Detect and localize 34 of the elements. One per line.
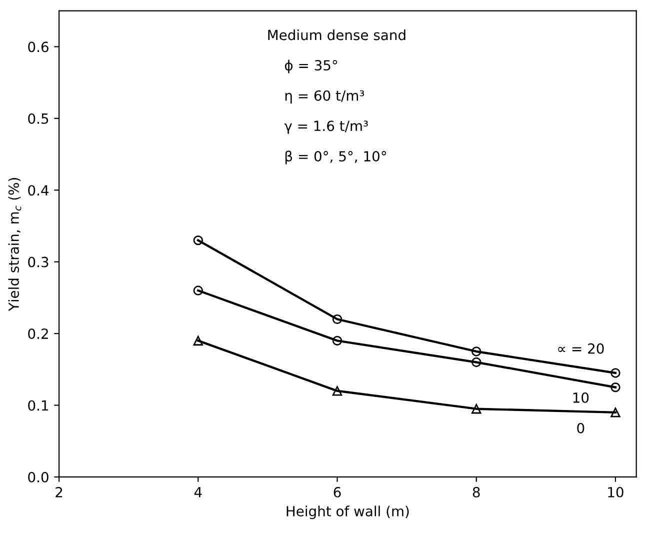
point	[610, 408, 620, 418]
point	[193, 235, 204, 246]
annotation: ϕ = 35°	[284, 60, 338, 74]
point	[610, 368, 620, 378]
point	[332, 336, 342, 346]
x-tick-label: 2	[56, 486, 62, 498]
point	[332, 386, 342, 396]
point	[193, 286, 204, 296]
y-tick-label: 0.3	[28, 256, 48, 268]
y-axis-title: Yield strain, m$_{c}$ (%)	[8, 178, 22, 312]
annotation: η = 60 t/m³	[285, 90, 364, 104]
point	[193, 336, 204, 346]
y-tick-label: 0.2	[28, 328, 48, 340]
point	[471, 404, 482, 414]
point	[471, 346, 482, 356]
x-tick-label: 4	[194, 487, 202, 498]
y-tick-label: 0.6	[28, 42, 48, 52]
y-tick-label: 0.1	[28, 400, 48, 411]
y-tick-label: 0.4	[28, 185, 49, 196]
annotation: γ = 1.6 t/m³	[284, 120, 368, 134]
series-label: ∝ = 20	[558, 343, 604, 354]
point	[471, 357, 482, 368]
y-tick-label: 0.0	[28, 472, 48, 482]
annotation: β = 0°, 5°, 10°	[285, 150, 386, 164]
x-axis-title: Height of wall (m)	[286, 506, 409, 520]
y-tick-label: 0.5	[28, 113, 48, 124]
point	[610, 382, 620, 392]
annotation: Medium dense sand	[268, 29, 406, 40]
point	[332, 314, 342, 324]
x-tick-label: 6	[334, 486, 341, 498]
series-label: 10	[573, 392, 589, 403]
x-tick-label: 10	[608, 486, 624, 498]
x-tick-label: 8	[472, 486, 480, 498]
series-label: 0	[577, 422, 584, 434]
